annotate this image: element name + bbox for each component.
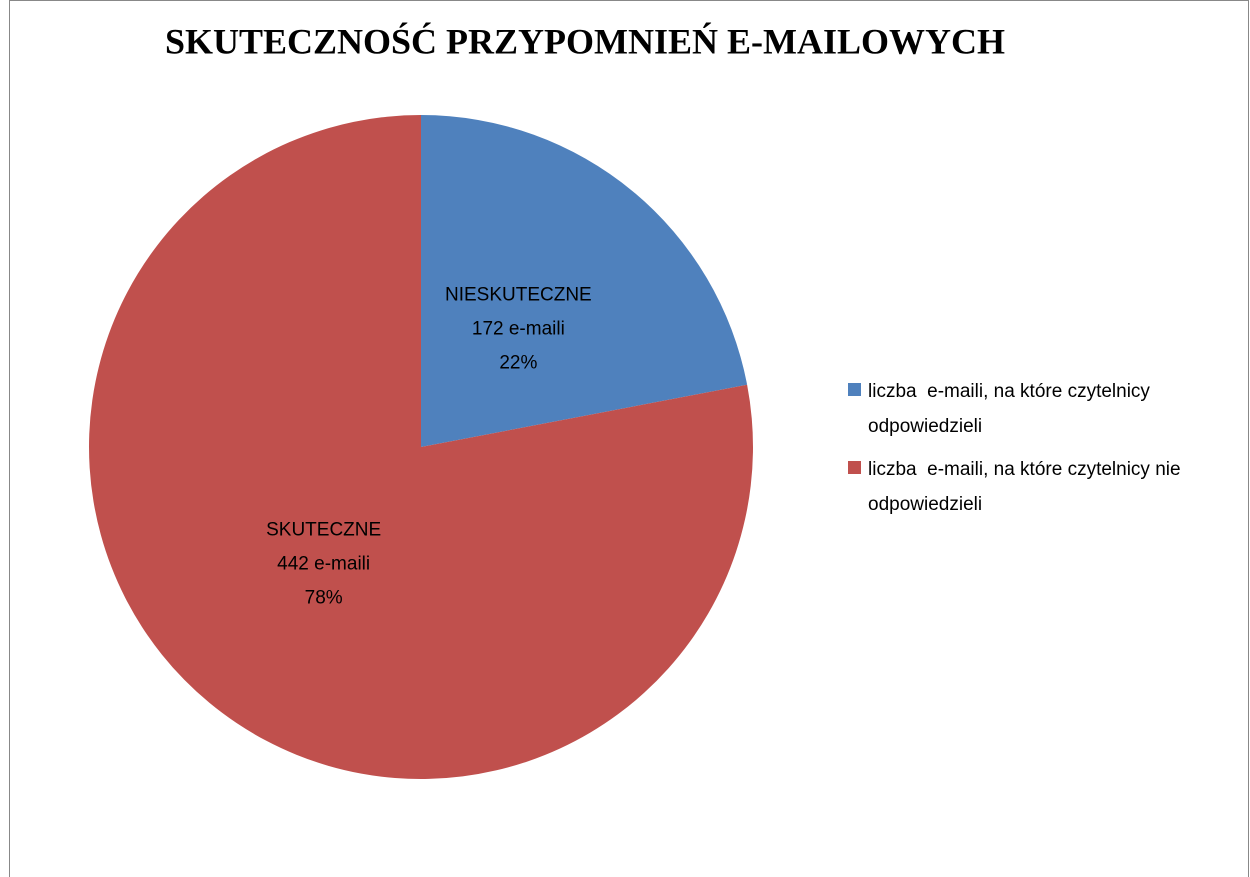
pie-slice	[421, 115, 748, 447]
slice-name-label: SKUTECZNE	[266, 520, 381, 541]
chart-frame	[9, 0, 1249, 877]
count-label: 172 e-maili	[472, 318, 565, 339]
count-label: 442 e-maili	[277, 554, 370, 575]
legend-label: liczba e-maili, na które czytelnicy odpo…	[868, 381, 1156, 437]
legend-swatch	[848, 383, 861, 396]
slice-name-label: NIESKUTECZNE	[445, 284, 592, 305]
legend: liczba e-maili, na które czytelnicy odpo…	[848, 374, 1238, 530]
percent-label: 22%	[499, 352, 537, 373]
percent-label: 78%	[305, 588, 343, 609]
legend-label: liczba e-maili, na które czytelnicy nie …	[868, 459, 1186, 515]
chart-title: SKUTECZNOŚĆ PRZYPOMNIEŃ E-MAILOWYCH	[165, 21, 1005, 61]
pie-slice	[88, 115, 753, 779]
legend-item: liczba e-maili, na które czytelnicy odpo…	[848, 374, 1238, 444]
legend-item: liczba e-maili, na które czytelnicy nie …	[848, 452, 1238, 522]
legend-swatch	[848, 461, 861, 474]
